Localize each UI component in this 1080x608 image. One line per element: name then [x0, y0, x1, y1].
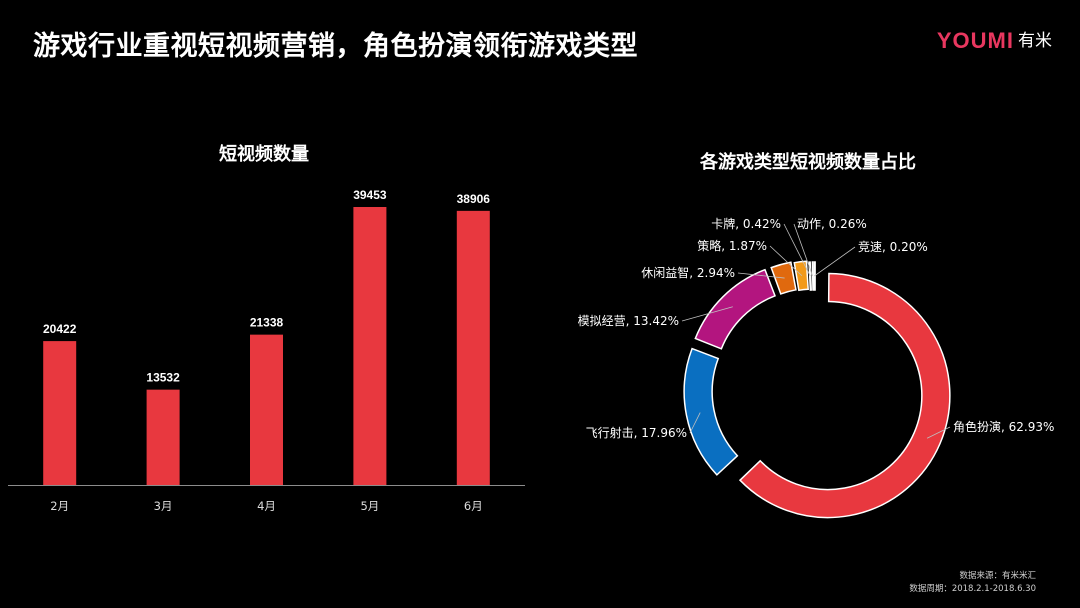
donut-slice: [811, 261, 815, 291]
leader-line: [689, 412, 701, 434]
donut-chart-title: 各游戏类型短视频数量占比: [700, 152, 916, 173]
slice-label: 飞行射击, 17.96%: [586, 425, 687, 440]
brand-logo-text: YOUMI: [936, 28, 1014, 53]
bar: [43, 341, 77, 485]
donut-slice: [683, 347, 739, 476]
footer: 数据来源：有米米汇 数据周期：2018.2.1-2018.6.30: [909, 570, 1036, 596]
donut-slice: [813, 261, 816, 291]
donut-slice: [738, 272, 951, 519]
x-tick-label: 6月: [464, 499, 483, 513]
slice-label: 竞速, 0.20%: [858, 240, 928, 254]
leader-line: [737, 272, 785, 279]
slice-label: 模拟经营, 13.42%: [578, 314, 679, 328]
bar-value-label: 39453: [353, 188, 387, 202]
data-source: 数据来源：有米米汇: [959, 571, 1036, 581]
leader-line: [783, 223, 811, 277]
donut-slice: [808, 261, 812, 291]
slice-label: 动作, 0.26%: [797, 217, 867, 231]
x-tick-label: 2月: [50, 499, 69, 513]
slice-label: 卡牌, 0.42%: [711, 217, 781, 231]
bar-value-label: 20422: [43, 322, 77, 336]
bar-value-label: 13532: [146, 371, 180, 385]
leader-line: [681, 306, 733, 322]
bar-value-label: 38906: [457, 192, 491, 206]
bar: [456, 210, 490, 485]
donut-slice: [793, 260, 809, 292]
bar: [353, 207, 387, 485]
bar: [250, 334, 283, 485]
x-tick-label: 5月: [360, 499, 379, 513]
brand-logo: YOUMI 有米: [937, 30, 1052, 52]
brand-logo-cn: 有米: [1018, 30, 1052, 51]
leader-line: [926, 426, 951, 439]
leader-line: [769, 245, 803, 277]
donut-slice: [770, 261, 797, 295]
leader-line: [814, 246, 856, 277]
slice-label: 休闲益智, 2.94%: [641, 265, 735, 280]
x-tick-label: 4月: [257, 499, 276, 513]
leader-line: [793, 223, 814, 277]
donut-slice: [694, 268, 776, 350]
slice-label: 角色扮演, 62.93%: [953, 419, 1054, 434]
bar-value-label: 21338: [250, 316, 284, 330]
bar-chart: 20422 2月 13532 3月 21338 4月 39453 5月 38906 6月: [8, 188, 525, 513]
bar-chart-title: 短视频数量: [219, 144, 309, 165]
bar: [146, 389, 180, 485]
slice-label: 策略, 1.87%: [697, 238, 767, 253]
x-tick-label: 3月: [154, 499, 173, 513]
page-title: 游戏行业重视短视频营销，角色扮演领衔游戏类型: [33, 31, 638, 62]
data-period: 数据周期：2018.2.1-2018.6.30: [909, 584, 1036, 594]
